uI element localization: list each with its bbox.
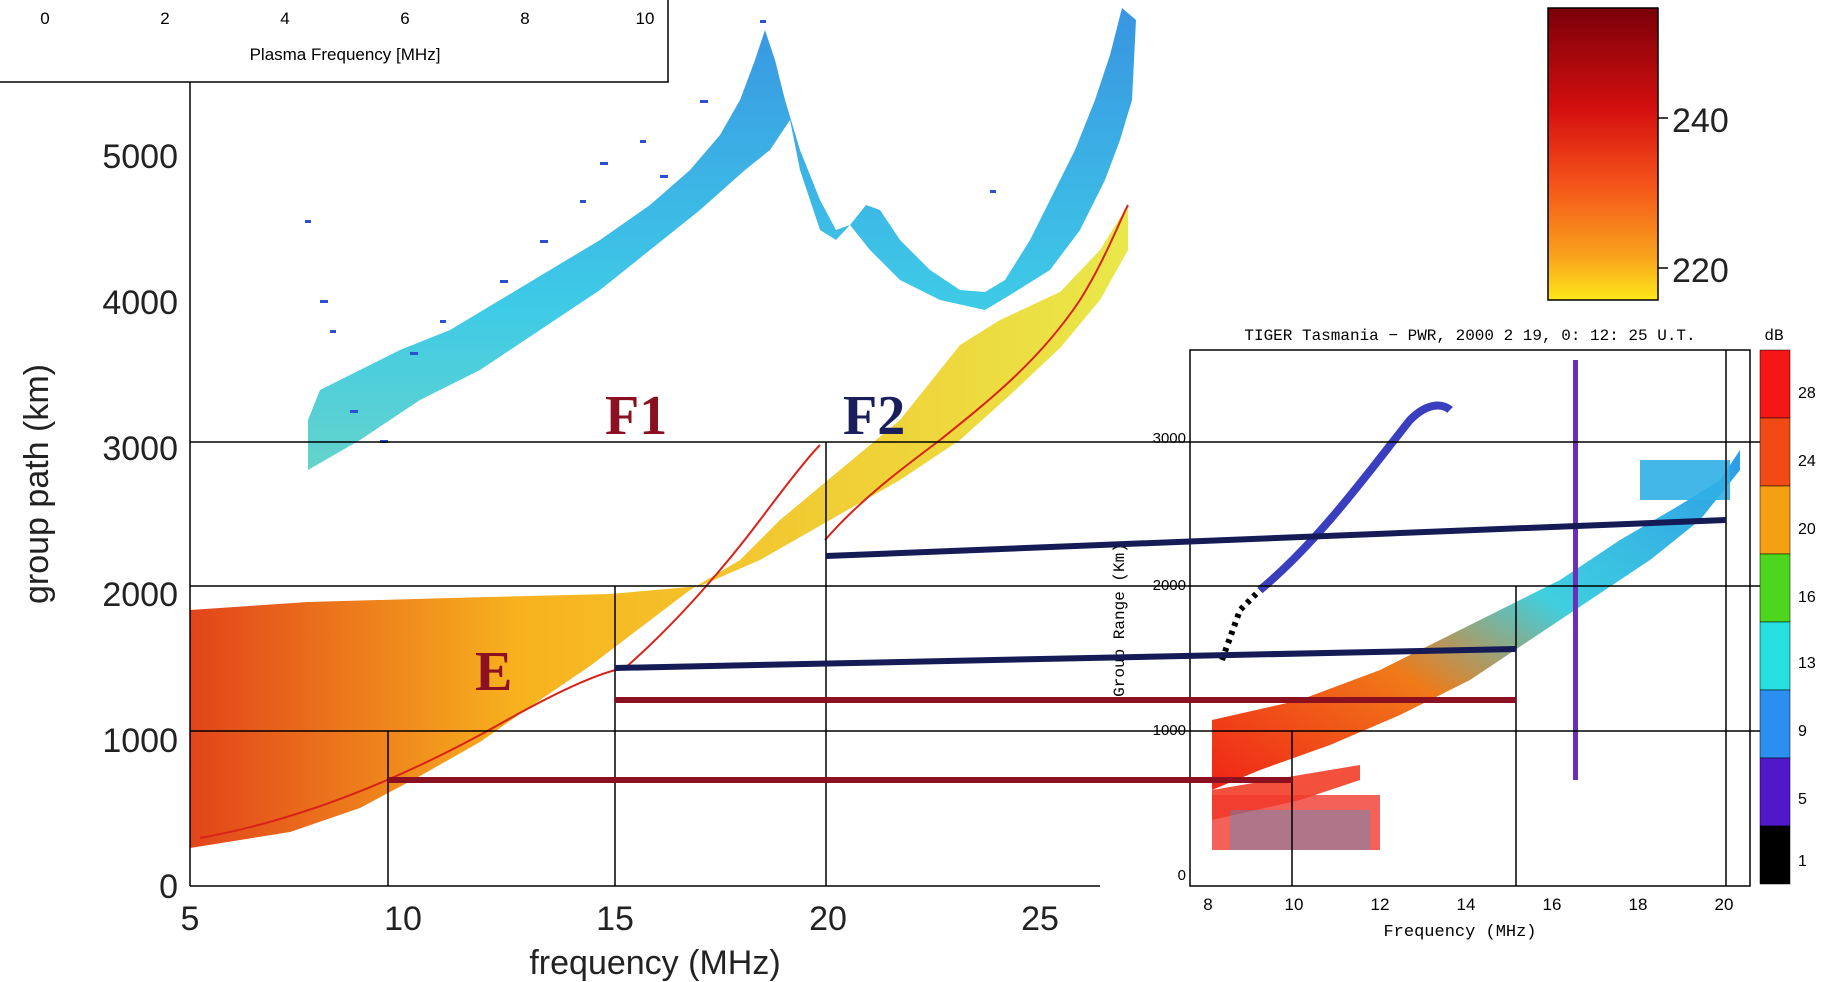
right-cbar-20: 20 <box>1798 521 1816 538</box>
plasma-tick-2: 2 <box>160 9 169 28</box>
plasma-frequency-axis-box <box>0 0 669 83</box>
right-ground-clutter-2 <box>1230 810 1370 850</box>
right-colorbar <box>1759 349 1791 885</box>
right-x-tick-12: 12 <box>1371 895 1390 914</box>
left-stray-echoes <box>305 20 996 443</box>
right-echo-band <box>1212 450 1740 790</box>
left-trace-f2 <box>824 204 1129 541</box>
right-x-tick-20: 20 <box>1715 895 1734 914</box>
layer-label-f2: F2 <box>843 385 905 447</box>
y-tick-2000: 2000 <box>102 576 178 614</box>
left-x-axis-label: frequency (MHz) <box>529 944 780 982</box>
right-ionogram: TIGER Tasmania − PWR, 2000 2 19, 0: 12: … <box>1111 327 1816 942</box>
left-colorbar-label-240: 240 <box>1672 102 1729 140</box>
right-x-ticks: 8 10 12 14 16 18 20 <box>1203 895 1733 914</box>
right-y-axis-label: Group Range (Km) <box>1111 543 1129 697</box>
left-colorbar-label-220: 220 <box>1672 252 1729 290</box>
right-echo-spike <box>1573 360 1578 780</box>
x-tick-20: 20 <box>809 900 847 938</box>
plasma-tick-6: 6 <box>400 9 409 28</box>
plasma-frequency-ticks: 0 2 4 6 8 10 <box>40 9 654 28</box>
left-y-axis-label: group path (km) <box>18 364 56 604</box>
left-y-ticks: 0 1000 2000 3000 4000 5000 <box>102 138 178 906</box>
right-colorbar-unit: dB <box>1764 327 1783 345</box>
right-ground-clutter <box>1212 795 1380 850</box>
right-x-tick-10: 10 <box>1285 895 1304 914</box>
right-cbar-28: 28 <box>1798 385 1816 402</box>
right-chart-title: TIGER Tasmania − PWR, 2000 2 19, 0: 12: … <box>1244 327 1695 345</box>
plasma-tick-0: 0 <box>40 9 49 28</box>
left-trace-f1 <box>624 444 821 669</box>
x-tick-25: 25 <box>1021 900 1059 938</box>
right-x-axis-label: Frequency (MHz) <box>1383 923 1536 942</box>
plasma-frequency-label: Plasma Frequency [MHz] <box>250 45 441 64</box>
right-cbar-1: 1 <box>1798 853 1807 870</box>
right-cbar-9: 9 <box>1798 723 1807 740</box>
right-cbar-13: 13 <box>1798 655 1816 672</box>
right-cbar-5: 5 <box>1798 791 1807 808</box>
plasma-tick-10: 10 <box>636 9 655 28</box>
y-tick-3000: 3000 <box>102 430 178 468</box>
y-tick-1000: 1000 <box>102 722 178 760</box>
left-echo-f-region <box>308 8 1136 602</box>
x-tick-5: 5 <box>181 900 200 938</box>
left-x-ticks: 5 10 15 20 25 <box>181 900 1059 938</box>
right-x-tick-14: 14 <box>1457 895 1476 914</box>
link-lines <box>388 517 1727 783</box>
right-colorbar-ticks: 28 24 20 16 13 9 5 1 <box>1798 385 1816 870</box>
right-cbar-24: 24 <box>1798 453 1816 470</box>
right-y-tick-3000: 3000 <box>1153 430 1186 447</box>
x-tick-10: 10 <box>384 900 422 938</box>
link-f1 <box>614 646 1517 671</box>
plasma-tick-8: 8 <box>520 9 529 28</box>
layer-label-e: E <box>475 641 512 703</box>
right-x-tick-8: 8 <box>1203 895 1212 914</box>
right-x-tick-16: 16 <box>1543 895 1562 914</box>
left-trace-e <box>199 667 626 839</box>
right-y-tick-0: 0 <box>1178 867 1186 884</box>
y-tick-0: 0 <box>159 868 178 906</box>
link-f2 <box>825 517 1727 559</box>
right-cbar-16: 16 <box>1798 589 1816 606</box>
right-echo-upper-cluster <box>1640 460 1730 500</box>
left-echo-base-region <box>190 205 1128 848</box>
right-x-tick-18: 18 <box>1629 895 1648 914</box>
layer-label-f1: F1 <box>605 385 667 447</box>
x-tick-15: 15 <box>596 900 634 938</box>
y-tick-4000: 4000 <box>102 284 178 322</box>
right-echo-upper-arc <box>1257 401 1453 594</box>
left-ionogram: 0 1000 2000 3000 4000 5000 5 10 15 20 25… <box>0 0 1729 982</box>
left-colorbar <box>1547 7 1659 301</box>
plasma-tick-4: 4 <box>280 9 289 28</box>
y-tick-5000: 5000 <box>102 138 178 176</box>
